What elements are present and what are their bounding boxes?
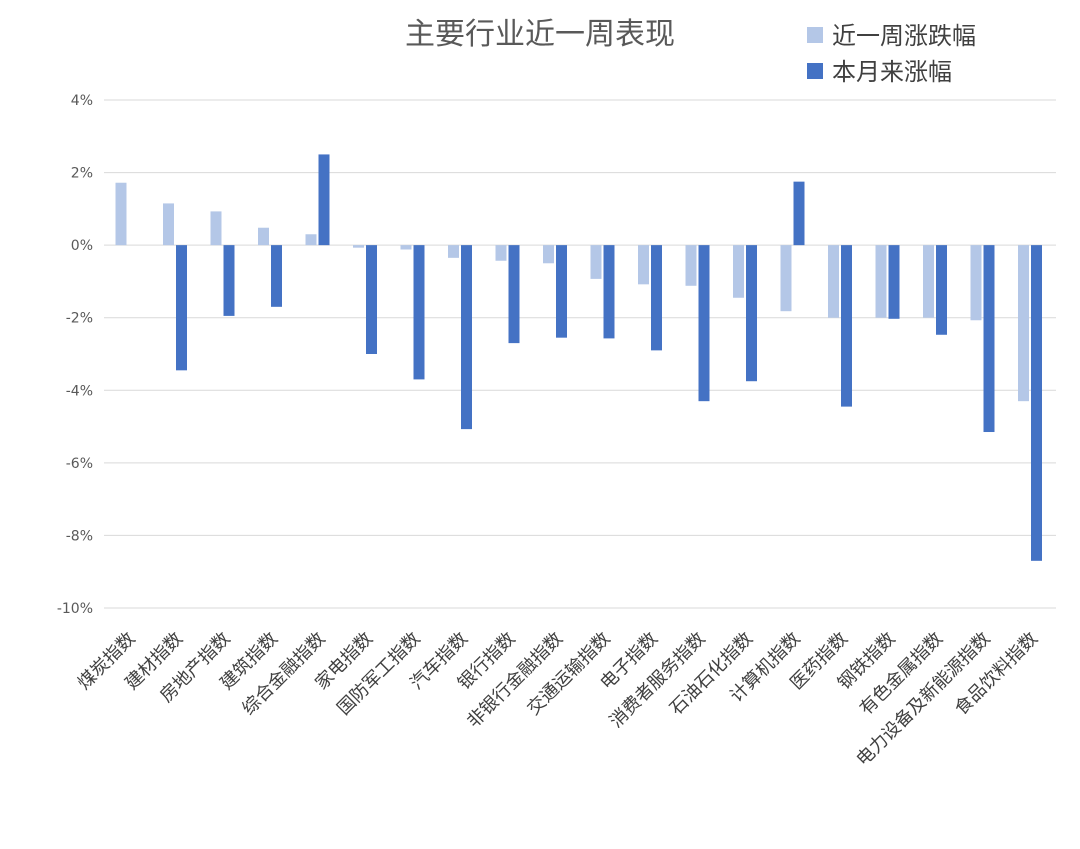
bar-weekly	[258, 227, 269, 246]
bar-monthly	[1031, 245, 1042, 561]
x-axis-labels: 煤炭指数建材指数房地产指数建筑指数综合金融指数家电指数国防军工指数汽车指数银行指…	[74, 628, 1042, 770]
y-tick-label: -2%	[66, 311, 93, 327]
chart-title: 主要行业近一周表现	[405, 17, 675, 52]
bar-weekly	[638, 245, 649, 285]
bar-monthly	[651, 245, 662, 351]
bar-monthly	[271, 245, 282, 307]
y-tick-label: 0%	[71, 238, 93, 254]
bar-weekly	[685, 245, 697, 286]
bar-monthly	[223, 245, 235, 316]
y-tick-label: -6%	[66, 456, 93, 472]
bar-monthly	[556, 245, 567, 338]
bar-weekly	[210, 211, 222, 246]
bar-weekly	[733, 245, 744, 298]
y-tick-label: -10%	[57, 601, 93, 617]
bar-monthly	[508, 245, 520, 344]
bars	[115, 154, 1042, 561]
bar-monthly	[983, 245, 995, 433]
bar-weekly	[828, 245, 839, 318]
bar-weekly	[353, 245, 364, 248]
bar-weekly	[970, 245, 982, 321]
bar-monthly	[936, 245, 947, 335]
legend-label-weekly: 近一周涨跌幅	[832, 22, 976, 50]
bar-monthly	[176, 245, 187, 371]
gridlines	[104, 99, 1056, 609]
bar-weekly	[400, 245, 412, 250]
bar-monthly	[698, 245, 710, 402]
bar-monthly	[888, 245, 900, 319]
bar-weekly	[1018, 245, 1029, 402]
bar-weekly	[543, 245, 554, 264]
bar-weekly	[780, 245, 792, 312]
x-tick-label: 食品饮料指数	[951, 628, 1042, 719]
bar-monthly	[603, 245, 615, 339]
bar-monthly	[413, 245, 425, 380]
legend: 近一周涨跌幅 本月来涨幅	[807, 22, 976, 86]
y-tick-label: 4%	[71, 93, 93, 109]
bar-weekly	[305, 234, 317, 246]
bar-weekly	[115, 182, 127, 246]
bar-monthly	[366, 245, 377, 354]
legend-label-monthly: 本月来涨幅	[832, 58, 952, 86]
bar-weekly	[590, 245, 602, 279]
bar-monthly	[318, 154, 330, 246]
bar-weekly	[163, 203, 174, 246]
bar-weekly	[495, 245, 507, 261]
bar-monthly	[793, 181, 805, 246]
bar-monthly	[841, 245, 852, 407]
y-axis-ticks: 4% 2% 0% -2% -4% -6% -8% -10%	[57, 93, 93, 617]
y-tick-label: -4%	[66, 383, 93, 399]
legend-swatch-weekly	[807, 27, 823, 43]
bar-weekly	[923, 245, 934, 318]
bar-monthly	[746, 245, 757, 382]
bar-weekly	[448, 245, 459, 258]
y-tick-label: -8%	[66, 528, 93, 544]
y-tick-label: 2%	[71, 166, 93, 182]
legend-swatch-monthly	[807, 63, 823, 79]
bar-weekly	[875, 245, 887, 318]
bar-monthly	[461, 245, 472, 430]
